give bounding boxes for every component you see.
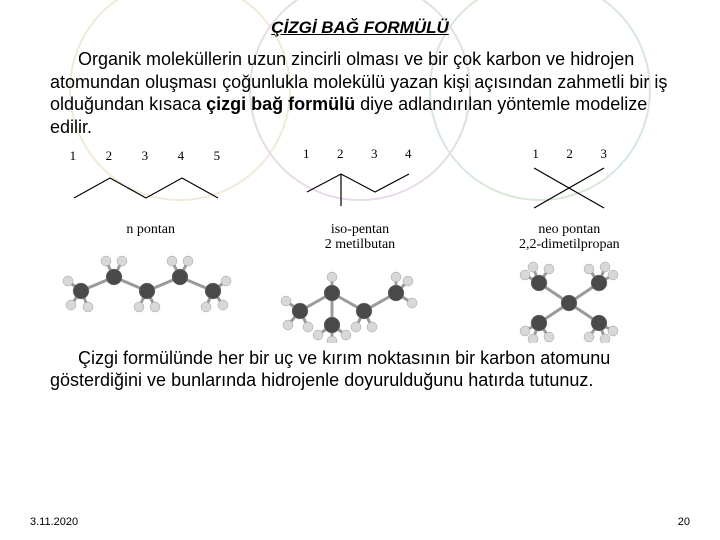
- intro-bold: çizgi bağ formülü: [206, 94, 355, 114]
- slide-title: ÇİZGİ BAĞ FORMÜLÜ: [50, 18, 670, 38]
- zigzag-icon: [66, 166, 236, 222]
- label: iso-pentan2 metilbutan: [325, 222, 395, 253]
- num: 2: [337, 146, 344, 162]
- footer-page: 20: [678, 516, 690, 528]
- ballstick-n-pentane: [56, 243, 246, 327]
- num: 4: [405, 146, 412, 162]
- num: 1: [70, 148, 77, 164]
- num: 1: [303, 146, 310, 162]
- footer: 3.11.2020 20: [30, 516, 690, 528]
- num: 2: [106, 148, 113, 164]
- num: 5: [214, 148, 221, 164]
- diagram-row: 1 2 3 4 5 n pontan 1 2 3 4: [50, 146, 670, 343]
- footer-date: 3.11.2020: [30, 516, 78, 528]
- num: 3: [142, 148, 149, 164]
- col-iso-pentane: 1 2 3 4 iso-pentan2 metilbutan: [259, 146, 460, 343]
- num: 3: [371, 146, 378, 162]
- col-neo-pentane: 1 2 3 neo pontan2,2-dimetilpropan: [469, 146, 670, 343]
- intro-paragraph: Organik moleküllerin uzun zincirli olmas…: [50, 48, 670, 138]
- neo-icon: [494, 160, 644, 220]
- label: n pontan: [126, 222, 175, 237]
- col-n-pentane: 1 2 3 4 5 n pontan: [50, 146, 251, 343]
- ballstick-neo-pentane: [489, 259, 649, 343]
- iso-icon: [285, 162, 435, 222]
- conclusion-paragraph: Çizgi formülünde her bir uç ve kırım nok…: [50, 347, 670, 392]
- ballstick-iso-pentane: [270, 259, 450, 343]
- label: neo pontan2,2-dimetilpropan: [519, 222, 620, 253]
- num: 4: [178, 148, 185, 164]
